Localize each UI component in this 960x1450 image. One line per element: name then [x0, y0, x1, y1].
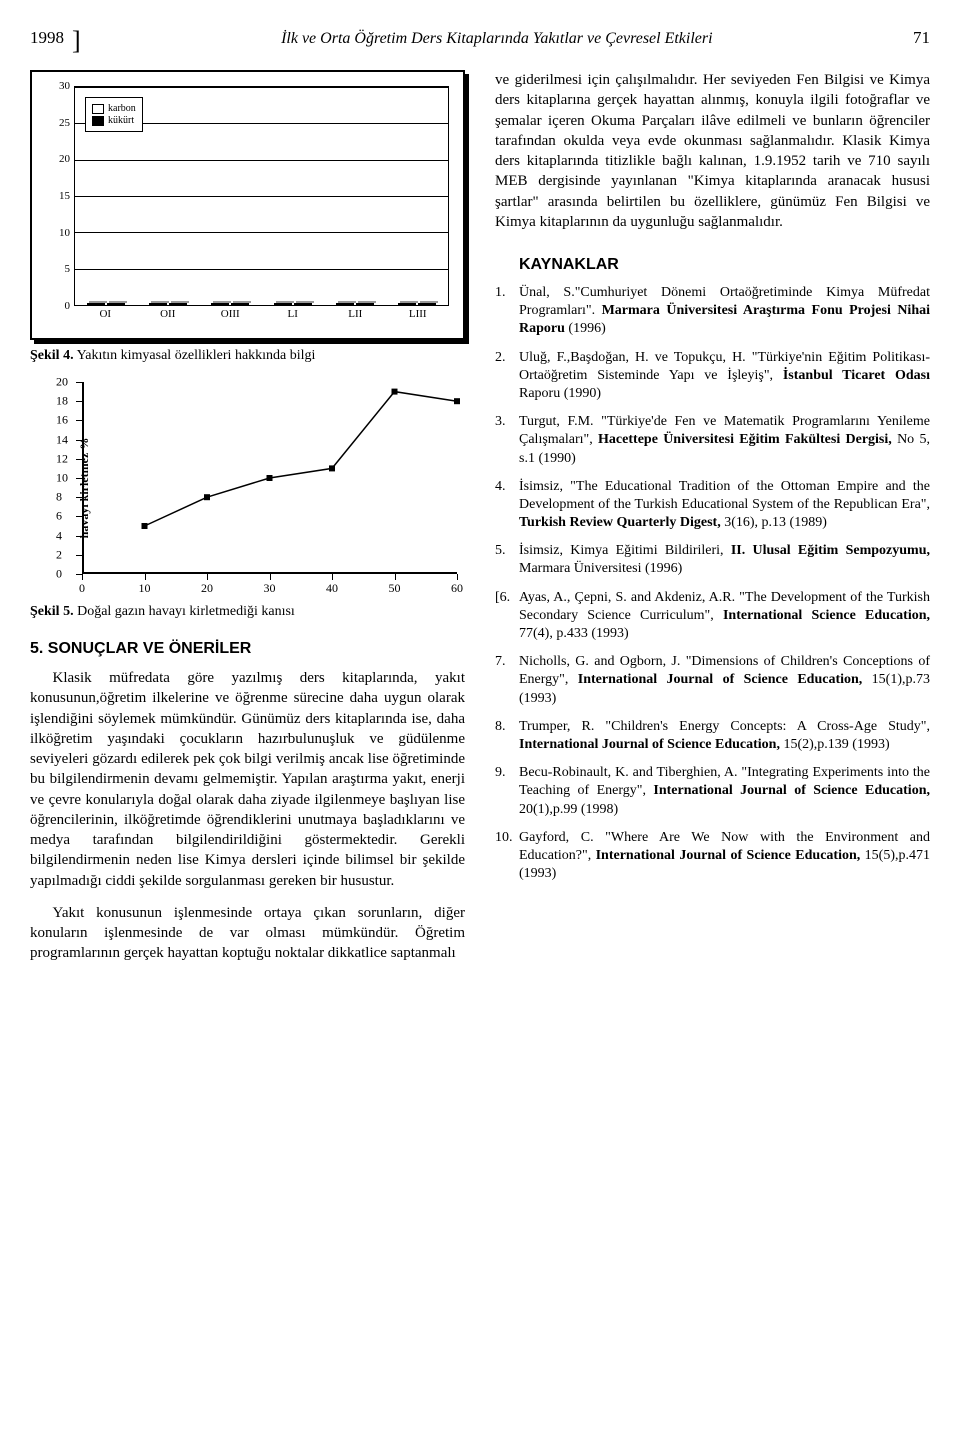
- figure-4-chart: 0 5 10 15 20 25 30 karbon kükürt OI OII OIII LI LI…: [30, 70, 465, 340]
- bar-kukurt: [418, 303, 436, 305]
- bar-karbon: [274, 303, 292, 305]
- bar-kukurt: [107, 303, 125, 305]
- legend-label-karbon: karbon: [108, 103, 136, 114]
- right-column: ve giderilmesi için çalışılmalıdır. Her …: [495, 70, 930, 976]
- legend-swatch-karbon: [92, 104, 104, 114]
- left-column: 051015202530 karbon kükürt OIOIIOIIILILI…: [30, 70, 465, 976]
- chart-legend: karbon kükürt: [85, 97, 143, 132]
- line-y-tick: 0: [56, 567, 62, 582]
- x-tick-label: LI: [288, 308, 298, 320]
- line-y-tick: 2: [56, 547, 62, 562]
- bracket-glyph: ]: [72, 26, 81, 56]
- reference-item: 3.Turgut, F.M. "Türkiye'de Fen ve Matema…: [495, 413, 930, 468]
- page-number: 71: [913, 28, 930, 48]
- line-y-tick: 6: [56, 509, 62, 524]
- line-y-tick: 18: [56, 394, 68, 409]
- section-5-body: Klasik müfredata göre yazılmış ders kita…: [30, 668, 465, 964]
- line-y-tick: 10: [56, 471, 68, 486]
- reference-item: 8.Trumper, R. "Children's Energy Concept…: [495, 718, 930, 754]
- y-tick-label: 10: [59, 227, 70, 239]
- y-tick-label: 25: [59, 117, 70, 129]
- y-tick-label: 5: [65, 263, 71, 275]
- legend-swatch-kukurt: [92, 116, 104, 126]
- y-tick-label: 20: [59, 153, 70, 165]
- reference-item: 9.Becu-Robinault, K. and Tiberghien, A. …: [495, 764, 930, 819]
- figure-5-text: Doğal gazın havayı kirletmediği kanısı: [77, 604, 295, 619]
- references-list: 1.Ünal, S."Cumhuriyet Dönemi Ortaöğretim…: [495, 284, 930, 883]
- x-tick-label: OII: [160, 308, 175, 320]
- line-x-tick: 50: [389, 581, 401, 596]
- figure-4-text: Yakıtın kimyasal özellikleri hakkında bi…: [77, 348, 316, 363]
- section-5-p2: Yakıt konusunun işlenmesinde ortaya çıka…: [30, 903, 465, 964]
- figure-5-caption: Şekil 5. Doğal gazın havayı kirletmediği…: [30, 604, 465, 620]
- bar-karbon: [398, 303, 416, 305]
- line-y-tick: 12: [56, 451, 68, 466]
- x-tick-label: LII: [348, 308, 362, 320]
- line-y-tick: 8: [56, 490, 62, 505]
- figure-5-chart: havayı kirletmez % 024681012141618200102…: [30, 378, 465, 598]
- legend-label-kukurt: kükürt: [108, 115, 134, 126]
- line-y-tick: 16: [56, 413, 68, 428]
- y-tick-label: 30: [59, 80, 70, 92]
- kaynaklar-title: KAYNAKLAR: [519, 256, 930, 274]
- section-5-p1: Klasik müfredata göre yazılmış ders kita…: [30, 668, 465, 891]
- line-x-tick: 30: [264, 581, 276, 596]
- reference-item: 5.İsimsiz, Kimya Eğitimi Bildirileri, II…: [495, 542, 930, 578]
- x-tick-label: OIII: [221, 308, 240, 320]
- line-x-tick: 60: [451, 581, 463, 596]
- y-tick-label: 0: [65, 300, 71, 312]
- x-tick-label: LIII: [409, 308, 427, 320]
- line-x-tick: 20: [201, 581, 213, 596]
- page-header: 1998 ] İlk ve Orta Öğretim Ders Kitaplar…: [30, 20, 930, 50]
- bar-kukurt: [231, 303, 249, 305]
- x-tick-label: OI: [99, 308, 111, 320]
- line-x-tick: 0: [79, 581, 85, 596]
- reference-item: 2.Uluğ, F.,Başdoğan, H. ve Topukçu, H. "…: [495, 349, 930, 404]
- bar-kukurt: [356, 303, 374, 305]
- section-5-title: 5. SONUÇLAR VE ÖNERİLER: [30, 640, 465, 658]
- y-tick-label: 15: [59, 190, 70, 202]
- reference-item: 10.Gayford, C. "Where Are We Now with th…: [495, 829, 930, 884]
- line-x-tick: 40: [326, 581, 338, 596]
- bar-karbon: [336, 303, 354, 305]
- bar-karbon: [149, 303, 167, 305]
- reference-item: 7.Nicholls, G. and Ogborn, J. "Dimension…: [495, 653, 930, 708]
- reference-item: [6.Ayas, A., Çepni, S. and Akdeniz, A.R.…: [495, 589, 930, 644]
- line-y-tick: 14: [56, 432, 68, 447]
- running-title: İlk ve Orta Öğretim Ders Kitaplarında Ya…: [101, 30, 893, 48]
- reference-item: 4.İsimsiz, "The Educational Tradition of…: [495, 478, 930, 533]
- figure-5-label: Şekil 5.: [30, 604, 74, 619]
- line-y-tick: 20: [56, 375, 68, 390]
- bar-karbon: [87, 303, 105, 305]
- line-y-tick: 4: [56, 528, 62, 543]
- line-x-tick: 10: [139, 581, 151, 596]
- bar-kukurt: [169, 303, 187, 305]
- continuation-paragraph: ve giderilmesi için çalışılmalıdır. Her …: [495, 70, 930, 232]
- bar-karbon: [211, 303, 229, 305]
- figure-4-label: Şekil 4.: [30, 348, 74, 363]
- reference-item: 1.Ünal, S."Cumhuriyet Dönemi Ortaöğretim…: [495, 284, 930, 339]
- figure-4-caption: Şekil 4. Yakıtın kimyasal özellikleri ha…: [30, 348, 465, 364]
- bar-kukurt: [294, 303, 312, 305]
- year: 1998: [30, 28, 64, 48]
